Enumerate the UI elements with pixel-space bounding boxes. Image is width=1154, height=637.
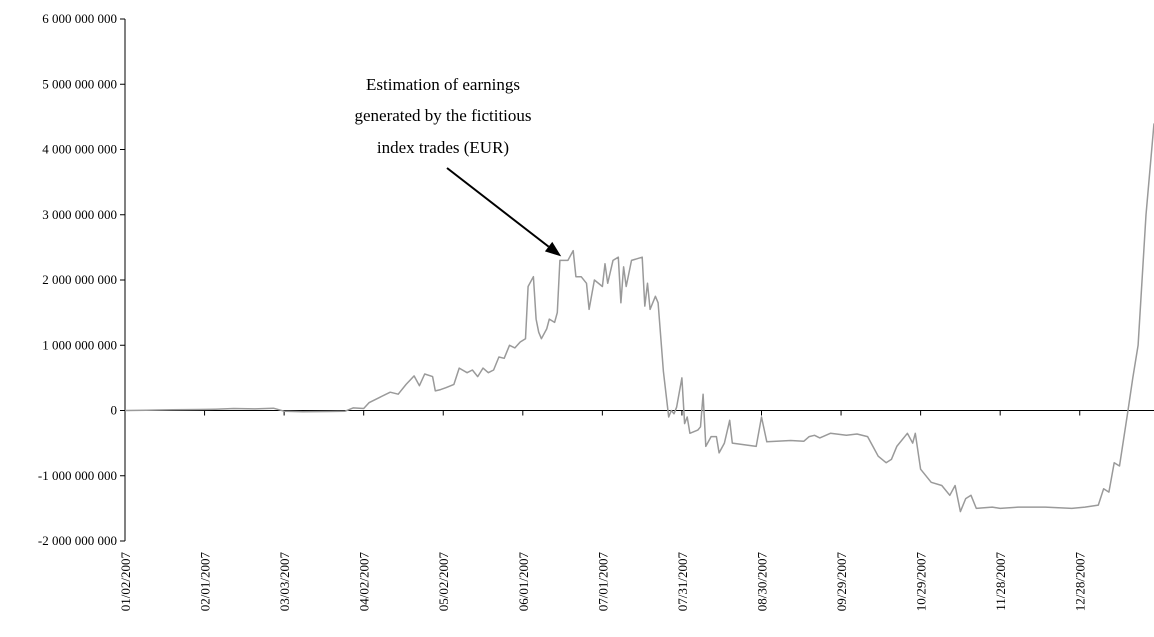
y-tick-label: -1 000 000 000 [38, 468, 117, 483]
y-tick-label: 0 [111, 403, 118, 418]
annotation: Estimation of earnings generated by the … [354, 75, 562, 257]
series-line-0 [124, 123, 1154, 513]
annotation-line-1: Estimation of earnings [366, 75, 520, 94]
x-tick-label: 05/02/2007 [436, 552, 451, 612]
x-tick-label: 07/01/2007 [595, 552, 610, 612]
x-tick-label: 12/28/2007 [1073, 552, 1088, 612]
x-tick-label: 08/30/2007 [754, 552, 769, 612]
annotation-line-3: index trades (EUR) [377, 138, 509, 157]
y-tick-label: 6 000 000 000 [42, 11, 117, 26]
y-tick-label: 2 000 000 000 [42, 272, 117, 287]
x-axis: 01/02/2007 02/01/2007 03/03/2007 04/02/2007… [118, 410, 1154, 612]
y-tick-label: 3 000 000 000 [42, 207, 117, 222]
x-tick-label: 11/28/2007 [993, 552, 1008, 611]
annotation-line-2: generated by the fictitious [354, 106, 531, 125]
x-tick-label: 10/29/2007 [914, 552, 929, 612]
x-tick-label: 04/02/2007 [357, 552, 372, 612]
series-layer [124, 123, 1154, 513]
x-tick-label: 01/02/2007 [118, 552, 133, 612]
annotation-arrow [446, 167, 550, 248]
y-tick-label: 1 000 000 000 [42, 337, 117, 352]
y-tick-label: -2 000 000 000 [38, 533, 117, 548]
annotation-arrowhead [544, 241, 562, 257]
x-tick-label: 02/01/2007 [198, 552, 213, 612]
y-axis: 6 000 000 000 5 000 000 000 4 000 000 000 3… [38, 11, 126, 548]
y-tick-label: 5 000 000 000 [42, 76, 117, 91]
x-tick-label: 09/29/2007 [834, 552, 849, 612]
x-tick-label: 03/03/2007 [277, 552, 292, 612]
y-tick-label: 4 000 000 000 [42, 142, 117, 157]
x-tick-label: 07/31/2007 [675, 552, 690, 612]
x-tick-label: 06/01/2007 [516, 552, 531, 612]
